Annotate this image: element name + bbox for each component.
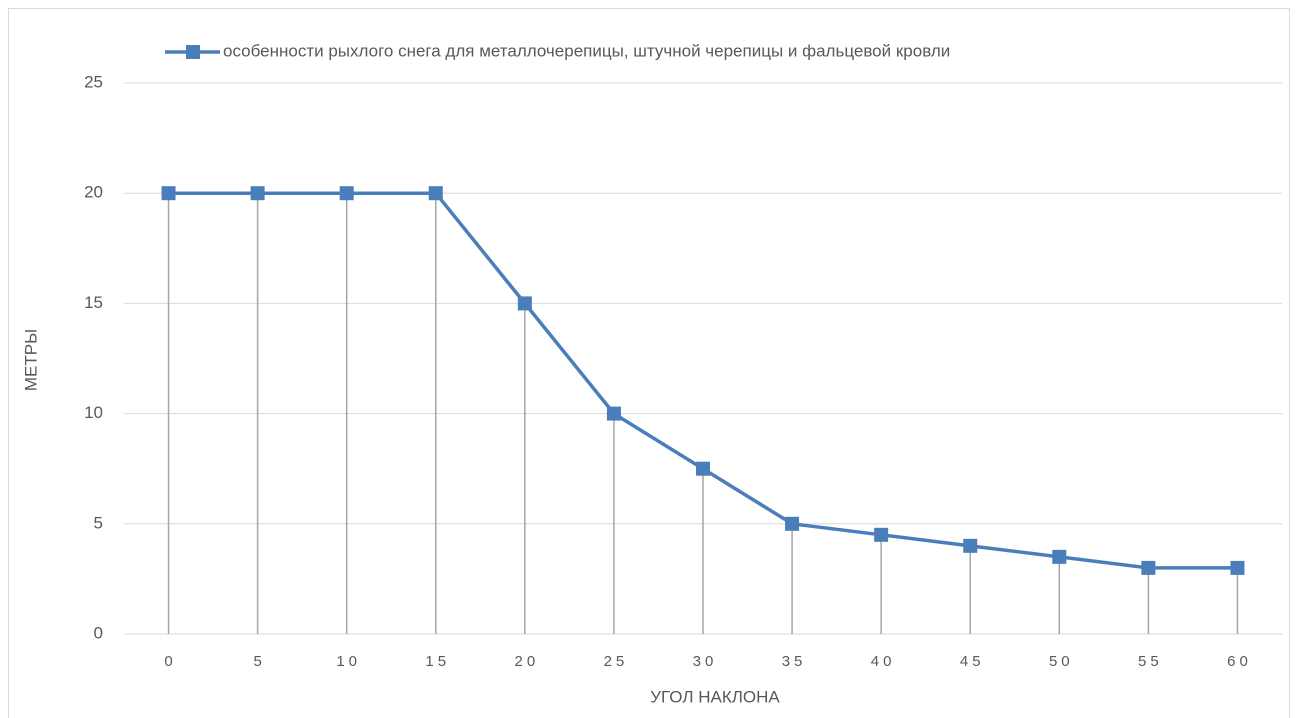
chart-border [8, 8, 1290, 718]
x-tick-label: 40 [871, 653, 896, 670]
x-tick-label: 15 [425, 653, 450, 670]
y-axis-title: МЕТРЫ [21, 329, 40, 391]
point-marker [250, 186, 265, 201]
x-tick-label: 30 [693, 653, 718, 670]
point-marker [428, 186, 443, 201]
x-tick-label: 10 [336, 653, 361, 670]
point-marker [517, 296, 532, 311]
x-tick-label: 60 [1227, 653, 1252, 670]
x-tick-label: 50 [1049, 653, 1074, 670]
y-tick-label: 0 [94, 623, 103, 642]
point-marker [1052, 549, 1067, 564]
y-tick-label: 25 [84, 72, 103, 91]
point-marker [161, 186, 176, 201]
y-tick-label: 15 [84, 293, 103, 312]
point-marker [1141, 560, 1156, 575]
x-tick-label: 5 [253, 653, 265, 670]
point-marker [1230, 560, 1245, 575]
x-tick-label: 55 [1138, 653, 1163, 670]
x-tick-label: 0 [164, 653, 176, 670]
x-tick-label: 20 [515, 653, 540, 670]
point-marker [696, 461, 710, 476]
point-marker [785, 516, 800, 531]
point-marker [606, 406, 621, 421]
point-marker [339, 186, 354, 201]
x-tick-label: 25 [604, 653, 629, 670]
y-tick-label: 10 [84, 403, 103, 422]
legend-marker [186, 45, 200, 59]
point-marker [874, 527, 889, 542]
x-tick-label: 35 [782, 653, 807, 670]
legend-label: особенности рыхлого снега для металлочер… [223, 41, 950, 60]
x-axis-title: УГОЛ НАКЛОНА [650, 687, 780, 706]
x-tick-label: 45 [960, 653, 985, 670]
y-tick-label: 5 [94, 513, 103, 532]
point-marker [963, 538, 978, 553]
y-tick-label: 20 [84, 183, 103, 202]
